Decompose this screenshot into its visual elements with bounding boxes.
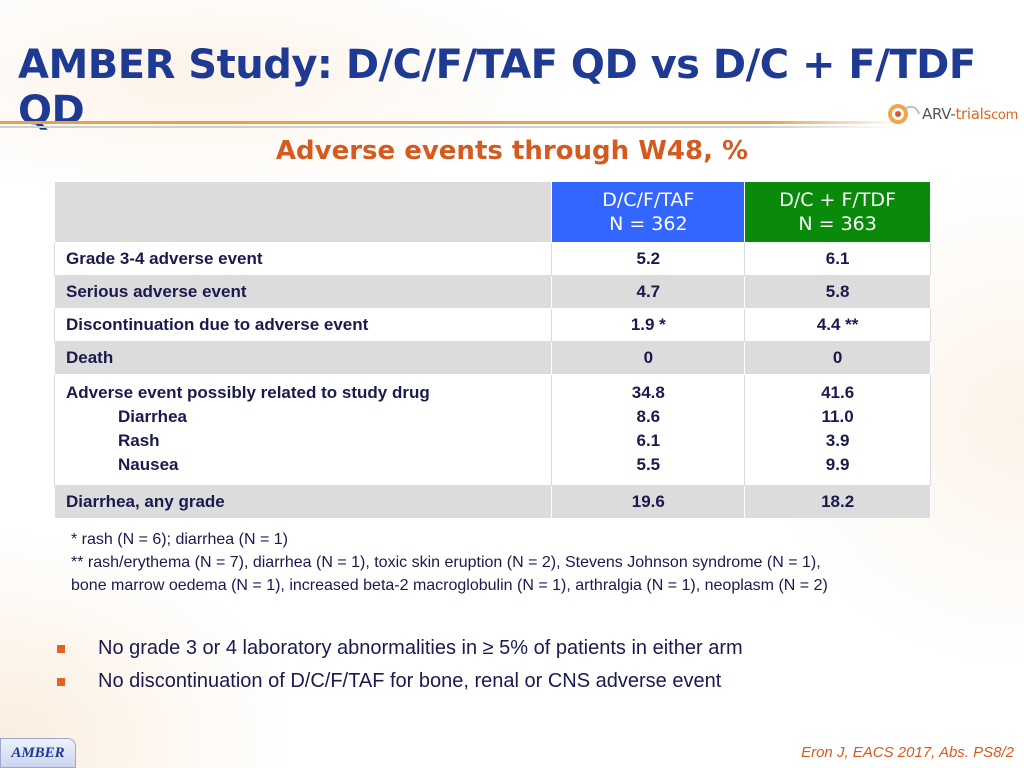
taf-value: 34.8 bbox=[631, 383, 665, 402]
adverse-events-table: D/C/F/TAF N = 362 D/C + F/TDF N = 363 Gr… bbox=[53, 181, 931, 519]
footnote: bone marrow oedema (N = 1), increased be… bbox=[71, 577, 828, 594]
taf-value: 6.1 bbox=[636, 431, 661, 450]
sub-row-label: Nausea bbox=[118, 455, 179, 474]
taf-value: 19.6 bbox=[551, 485, 746, 519]
square-bullet-icon bbox=[57, 644, 65, 653]
square-bullet-icon bbox=[57, 677, 65, 686]
header-rule-gray bbox=[0, 126, 900, 128]
tdf-value-group: 41.6 11.0 3.9 9.9 bbox=[744, 374, 931, 486]
bullet-text: No grade 3 or 4 laboratory abnormalities… bbox=[98, 637, 743, 659]
header-rule-orange bbox=[0, 121, 900, 124]
tdf-value: 9.9 bbox=[825, 455, 850, 474]
table-row: Discontinuation due to adverse event 1.9… bbox=[53, 308, 931, 342]
row-label: Discontinuation due to adverse event bbox=[53, 308, 553, 342]
citation: Eron J, EACS 2017, Abs. PS8/2 bbox=[801, 744, 1014, 761]
bullet-item: No discontinuation of D/C/F/TAF for bone… bbox=[52, 665, 743, 698]
row-label-group: Adverse event possibly related to study … bbox=[53, 374, 553, 486]
slide-title: AMBER Study: D/C/F/TAF QD vs D/C + F/TDF… bbox=[18, 42, 976, 134]
taf-value-group: 34.8 8.6 6.1 5.5 bbox=[551, 374, 746, 486]
table-subtitle: Adverse events through W48, % bbox=[275, 136, 749, 166]
tdf-value: 11.0 bbox=[821, 407, 854, 426]
table-row: Diarrhea, any grade 19.6 18.2 bbox=[53, 485, 931, 519]
row-label: Grade 3-4 adverse event bbox=[53, 242, 553, 276]
tdf-value: 18.2 bbox=[744, 485, 931, 519]
logo-text: ARV-trialscom bbox=[922, 105, 1018, 123]
taf-value: 8.6 bbox=[636, 407, 661, 426]
header-taf-arm: D/C/F/TAF N = 362 bbox=[551, 181, 746, 243]
row-label: Adverse event possibly related to study … bbox=[66, 383, 430, 402]
row-label: Serious adverse event bbox=[53, 275, 553, 309]
table-header-row: D/C/F/TAF N = 362 D/C + F/TDF N = 363 bbox=[53, 181, 931, 243]
taf-value: 4.7 bbox=[551, 275, 746, 309]
sub-row-label: Rash bbox=[118, 431, 160, 450]
table-row: Adverse event possibly related to study … bbox=[53, 374, 931, 486]
arv-trials-logo-icon bbox=[886, 100, 920, 128]
table-row: Grade 3-4 adverse event 5.2 6.1 bbox=[53, 242, 931, 276]
tdf-value: 4.4 ** bbox=[744, 308, 931, 342]
bullet-list: No grade 3 or 4 laboratory abnormalities… bbox=[52, 632, 743, 698]
footnote: * rash (N = 6); diarrhea (N = 1) bbox=[71, 531, 288, 548]
study-badge: AMBER bbox=[0, 738, 76, 768]
table-row: Death 0 0 bbox=[53, 341, 931, 375]
header-empty-cell bbox=[53, 181, 553, 243]
footnotes: * rash (N = 6); diarrhea (N = 1) ** rash… bbox=[71, 528, 828, 597]
taf-value: 5.2 bbox=[551, 242, 746, 276]
sub-row-label: Diarrhea bbox=[118, 407, 187, 426]
arv-trials-logo: ARV-trialscom bbox=[886, 98, 1018, 130]
bullet-text: No discontinuation of D/C/F/TAF for bone… bbox=[98, 670, 722, 692]
row-label: Death bbox=[53, 341, 553, 375]
tdf-value: 5.8 bbox=[744, 275, 931, 309]
header-taf-n: N = 362 bbox=[609, 213, 688, 235]
table-row: Serious adverse event 4.7 5.8 bbox=[53, 275, 931, 309]
taf-value: 1.9 * bbox=[551, 308, 746, 342]
tdf-value: 41.6 bbox=[821, 383, 855, 402]
tdf-value: 3.9 bbox=[825, 431, 850, 450]
taf-value: 5.5 bbox=[636, 455, 661, 474]
header-tdf-name: D/C + F/TDF bbox=[779, 189, 896, 211]
bullet-item: No grade 3 or 4 laboratory abnormalities… bbox=[52, 632, 743, 665]
header-tdf-arm: D/C + F/TDF N = 363 bbox=[744, 181, 931, 243]
row-label: Diarrhea, any grade bbox=[53, 485, 553, 519]
header-taf-name: D/C/F/TAF bbox=[602, 189, 695, 211]
footnote: ** rash/erythema (N = 7), diarrhea (N = … bbox=[71, 554, 821, 571]
tdf-value: 0 bbox=[744, 341, 931, 375]
taf-value: 0 bbox=[551, 341, 746, 375]
tdf-value: 6.1 bbox=[744, 242, 931, 276]
header-tdf-n: N = 363 bbox=[798, 213, 877, 235]
